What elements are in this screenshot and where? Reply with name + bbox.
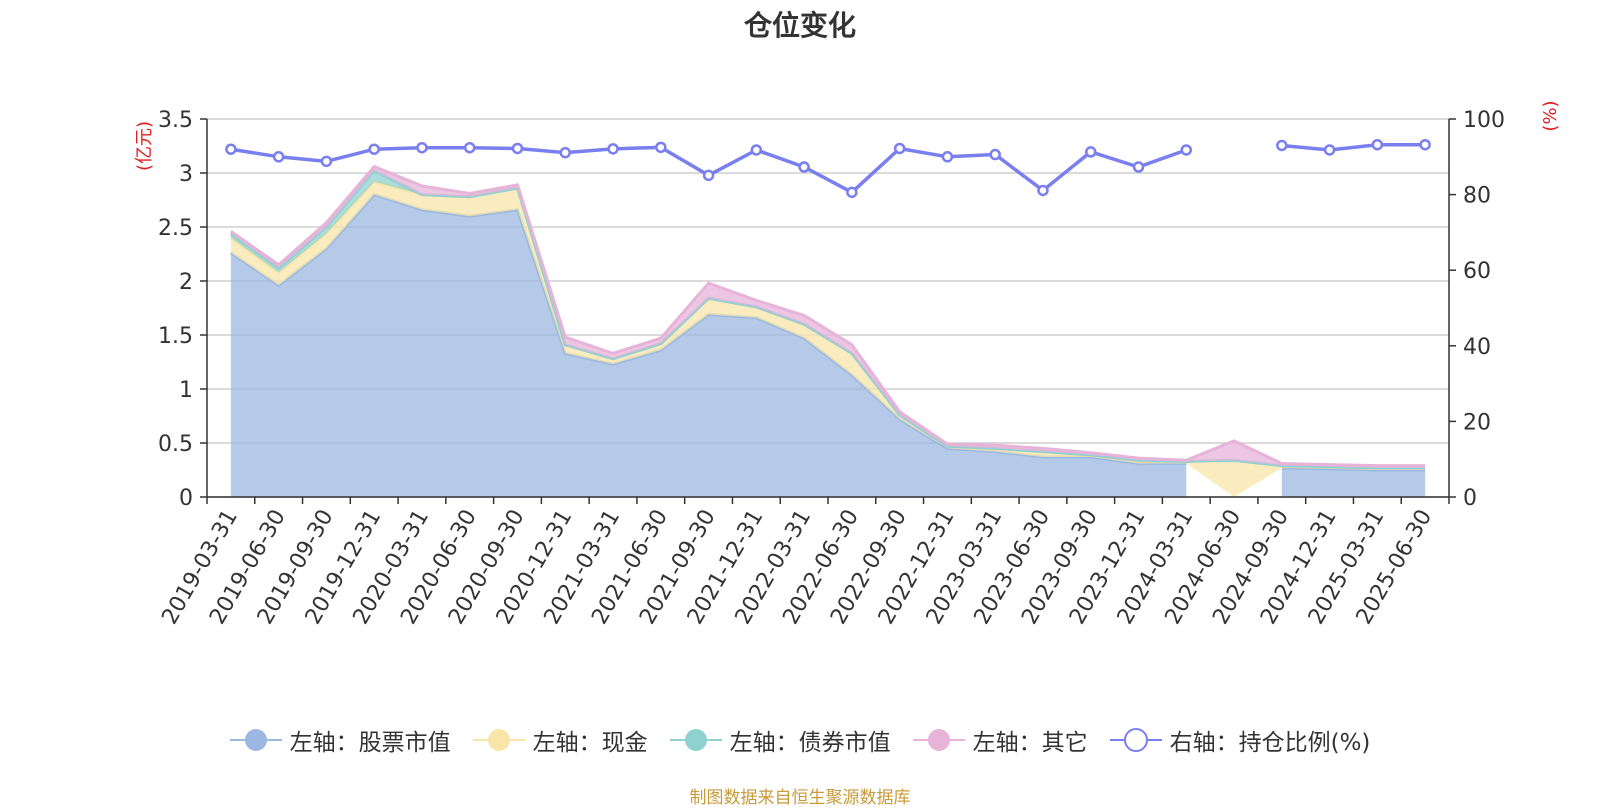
ratio-point [272,151,285,163]
ratio-point [1323,144,1336,156]
right-tick-label: 20 [1463,410,1491,435]
legend-marker [912,729,965,751]
left-axis-unit: (亿元) [134,121,155,171]
legend-marker [229,729,282,751]
legend-label: 右轴：持仓比例(%) [1169,730,1371,756]
area-左轴：股票市值 [1281,467,1426,497]
ratio-point [798,161,810,173]
ratio-line [1281,142,1426,152]
left-tick-label: 3.5 [158,108,193,133]
legend: 左轴：股票市值 左轴：现金 左轴：债券市值 左轴：其它 右轴：持仓比例(%) [0,723,1600,757]
ratio-point [702,169,715,182]
right-tick-label: 0 [1463,486,1477,511]
legend-marker [472,729,525,751]
right-axis-unit: (%) [1540,100,1561,131]
area-edge-左轴：其它 [230,164,1426,468]
ratio-point [893,142,906,155]
ratio-point [655,141,667,154]
ratio-point [1371,138,1384,151]
source-note: 制图数据来自恒生聚源数据库 [689,788,911,808]
legend-label: 左轴：股票市值 [289,730,451,756]
legend-label: 左轴：债券市值 [729,730,891,756]
legend-label: 左轴：现金 [532,730,648,756]
left-tick-label: 3 [179,162,193,187]
legend-item[interactable]: 左轴：其它 [912,723,1088,757]
ratio-point [368,143,380,155]
legend-item[interactable]: 右轴：持仓比例(%) [1109,723,1371,757]
left-tick-label: 2.5 [158,216,193,241]
legend-marker [1109,728,1162,752]
left-tick-label: 2 [179,270,193,295]
ratio-point [941,151,954,163]
ratio-point [559,146,572,159]
ratio-point [989,148,1001,161]
ratio-point [1084,146,1097,158]
line-layer [225,138,1431,199]
ratio-point [607,143,619,155]
ratio-point [1037,184,1049,197]
left-tick-label: 1.5 [158,324,193,349]
right-tick-label: 60 [1463,259,1491,284]
ratio-point [320,155,333,168]
ratio-point [1276,139,1288,152]
legend-item[interactable]: 左轴：现金 [472,723,648,757]
left-tick-label: 1 [179,378,193,403]
ratio-point [225,143,237,155]
axis-layer [200,118,1456,504]
legend-marker [669,729,722,751]
chart-title: 仓位变化 [743,9,856,42]
ratio-point [1180,144,1193,156]
area-左轴：股票市值 [230,194,1187,497]
right-tick-label: 40 [1463,335,1491,360]
ratio-point [1419,138,1431,151]
left-tick-label: 0.5 [158,432,193,457]
legend-item[interactable]: 左轴：债券市值 [669,723,891,757]
ratio-point [750,144,763,156]
ratio-point [511,142,524,155]
area-layer [230,164,1426,497]
ratio-point [1132,161,1145,173]
ratio-point [416,141,428,154]
left-tick-label: 0 [179,486,193,511]
legend-item[interactable]: 左轴：股票市值 [229,723,451,757]
right-tick-label: 100 [1463,108,1505,133]
legend-label: 左轴：其它 [972,730,1088,756]
right-tick-label: 80 [1463,184,1491,209]
ratio-point [846,186,858,199]
ratio-point [463,141,476,154]
